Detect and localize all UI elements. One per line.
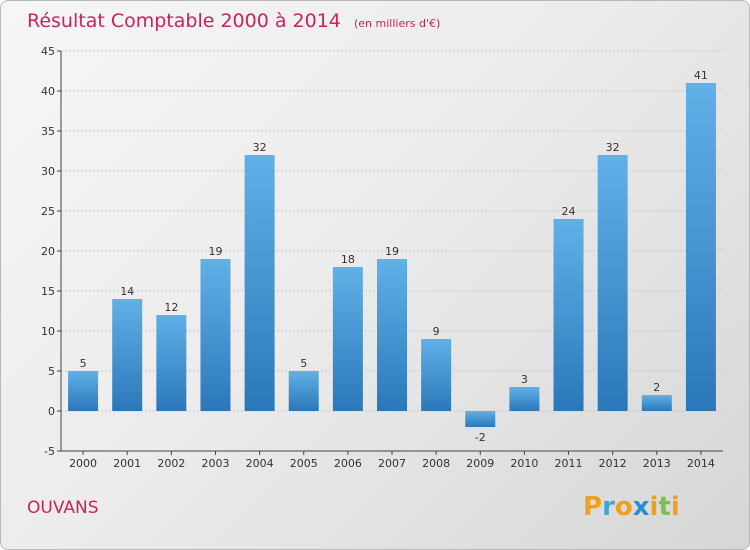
y-tick-label: 25	[41, 205, 55, 218]
data-label-2005: 5	[300, 357, 307, 370]
logo-letter: x	[633, 492, 650, 522]
x-tick-label: 2008	[422, 457, 450, 470]
y-tick-label: 0	[48, 405, 55, 418]
bar-2014	[685, 83, 716, 411]
y-tick-label: 30	[41, 165, 55, 178]
bar-2009	[465, 411, 496, 427]
x-tick-label: 2012	[599, 457, 627, 470]
data-label-2002: 12	[164, 301, 178, 314]
chart-title-main: Résultat Comptable 2000 à 2014	[27, 10, 341, 32]
bar-2010	[509, 387, 540, 411]
logo-letter: i	[671, 492, 680, 522]
y-tick-label: -5	[44, 445, 55, 458]
data-label-2012: 32	[606, 141, 620, 154]
bar-2006	[332, 267, 363, 411]
data-label-2003: 19	[208, 245, 222, 258]
bar-2005	[288, 371, 319, 411]
bar-2000	[68, 371, 99, 411]
data-label-2014: 41	[694, 69, 708, 82]
data-label-2011: 24	[562, 205, 576, 218]
data-label-2006: 18	[341, 253, 355, 266]
bar-2008	[421, 339, 452, 411]
bars: 5 14 12 19 32 5 18 19 9 -2 3 24 32 2 41	[68, 69, 716, 444]
logo-letter: o	[615, 492, 633, 522]
proxiti-logo: Proxiti	[583, 492, 680, 522]
bar-2007	[377, 259, 407, 411]
x-tick-label: 2007	[378, 457, 406, 470]
data-label-2000: 5	[80, 357, 87, 370]
bar-2001	[112, 299, 143, 411]
bar-2002	[156, 315, 187, 411]
x-tick-label: 2009	[466, 457, 494, 470]
data-label-2009: -2	[475, 431, 486, 444]
y-tick-label: 10	[41, 325, 55, 338]
bar-2012	[597, 155, 628, 411]
chart-subtitle: (en milliers d'€)	[354, 17, 440, 30]
chart-title: Résultat Comptable 2000 à 2014 (en milli…	[27, 10, 440, 32]
logo-letter: r	[602, 492, 615, 522]
x-tick-label: 2005	[290, 457, 318, 470]
x-tick-label: 2010	[510, 457, 538, 470]
x-tick-label: 2014	[687, 457, 715, 470]
x-tick-label: 2000	[69, 457, 97, 470]
data-label-2001: 14	[120, 285, 134, 298]
bar-2004	[244, 155, 275, 411]
x-tick-label: 2013	[643, 457, 671, 470]
data-label-2007: 19	[385, 245, 399, 258]
y-tick-label: 20	[41, 245, 55, 258]
data-label-2013: 2	[653, 381, 660, 394]
x-tick-label: 2003	[201, 457, 229, 470]
y-tick-label: 5	[48, 365, 55, 378]
logo-letter: P	[583, 492, 602, 522]
y-tick-label: 15	[41, 285, 55, 298]
y-tick-label: 40	[41, 85, 55, 98]
x-tick-label: 2011	[555, 457, 583, 470]
logo-letter: t	[658, 492, 670, 522]
bar-2011	[553, 219, 584, 411]
x-tick-label: 2004	[246, 457, 274, 470]
logo-letter: i	[650, 492, 659, 522]
x-tick-label: 2001	[113, 457, 141, 470]
x-tick-label: 2002	[157, 457, 185, 470]
bar-2013	[641, 395, 672, 411]
location-name: OUVANS	[27, 498, 99, 518]
y-tick-label: 45	[41, 45, 55, 58]
data-label-2008: 9	[433, 325, 440, 338]
data-label-2010: 3	[521, 373, 528, 386]
x-tick-label: 2006	[334, 457, 362, 470]
bar-2003	[200, 259, 231, 411]
y-tick-label: 35	[41, 125, 55, 138]
data-label-2004: 32	[253, 141, 267, 154]
x-axis: 2000 2001 2002 2003 2004 2005 2006 2007 2008 2009…	[69, 451, 715, 470]
